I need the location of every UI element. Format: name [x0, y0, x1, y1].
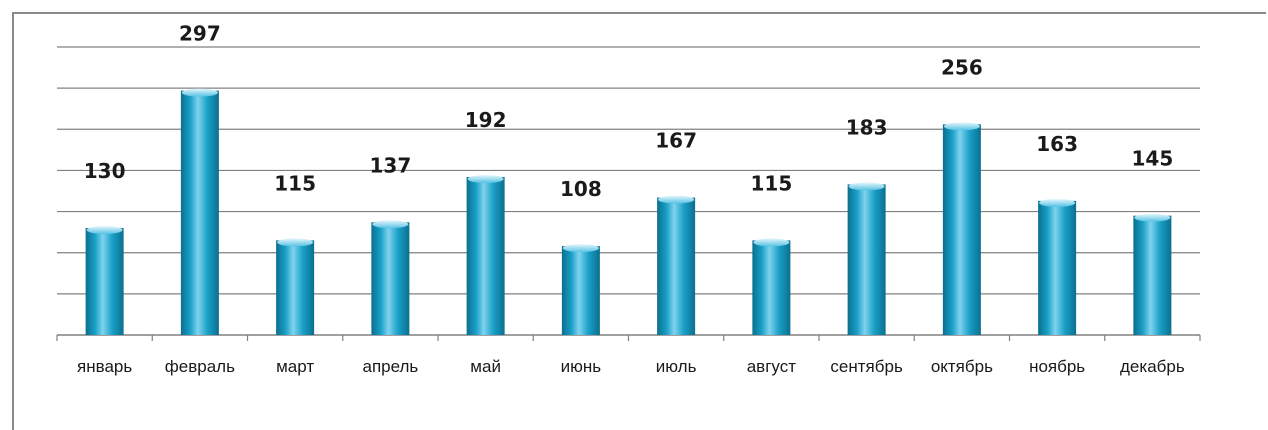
category-labels: январь февраль март апрель май июнь июль август… — [77, 357, 1185, 376]
bar-декабрь — [1133, 215, 1172, 335]
bar-октябрь — [942, 124, 981, 335]
bar-февраль — [180, 90, 219, 336]
data-label: 297 — [179, 22, 221, 46]
data-label: 167 — [655, 129, 697, 153]
category-label: ноябрь — [1029, 357, 1085, 376]
bar-cap — [753, 238, 790, 247]
data-label: 145 — [1132, 147, 1174, 171]
bar-cap — [1039, 198, 1076, 207]
bar-июль — [657, 197, 696, 335]
data-label: 108 — [560, 177, 602, 201]
gridlines — [56, 46, 1201, 341]
bar-август — [752, 240, 791, 335]
data-label: 130 — [84, 159, 126, 183]
bar-сентябрь — [847, 184, 886, 335]
category-label: февраль — [165, 357, 235, 376]
data-label: 115 — [274, 171, 316, 195]
category-label: декабрь — [1120, 357, 1185, 376]
bar-cap — [943, 122, 980, 131]
bar-март — [276, 240, 315, 335]
bar-cap — [277, 238, 314, 247]
data-label: 183 — [846, 115, 888, 139]
bar-cap — [86, 226, 123, 235]
category-label: апрель — [362, 357, 418, 376]
bar-январь — [85, 228, 124, 335]
category-label: август — [747, 357, 796, 376]
bar-cap — [848, 182, 885, 191]
bar-cap — [181, 88, 218, 97]
bar-cap — [1134, 213, 1171, 222]
data-label: 137 — [370, 153, 412, 177]
bar-май — [466, 177, 505, 335]
bar-апрель — [371, 222, 410, 335]
category-label: июнь — [561, 357, 602, 376]
data-label: 192 — [465, 108, 507, 132]
category-label: июль — [656, 357, 697, 376]
data-label: 163 — [1036, 132, 1078, 156]
category-label: май — [470, 357, 501, 376]
bars — [85, 88, 1172, 336]
bar-cap — [658, 195, 695, 204]
bar-cap — [467, 175, 504, 184]
category-label: октябрь — [931, 357, 993, 376]
category-label: сентябрь — [830, 357, 903, 376]
data-label: 256 — [941, 55, 983, 79]
category-label: январь — [77, 357, 132, 376]
value-labels: 130 297 115 137 192 108 167 115 183 256 163 145 — [84, 22, 1174, 202]
category-label: март — [276, 357, 314, 376]
bar-cap — [372, 220, 409, 229]
bar-cap — [562, 244, 599, 253]
bar-июнь — [561, 246, 600, 335]
data-label: 115 — [751, 171, 793, 195]
bar-ноябрь — [1038, 200, 1077, 335]
